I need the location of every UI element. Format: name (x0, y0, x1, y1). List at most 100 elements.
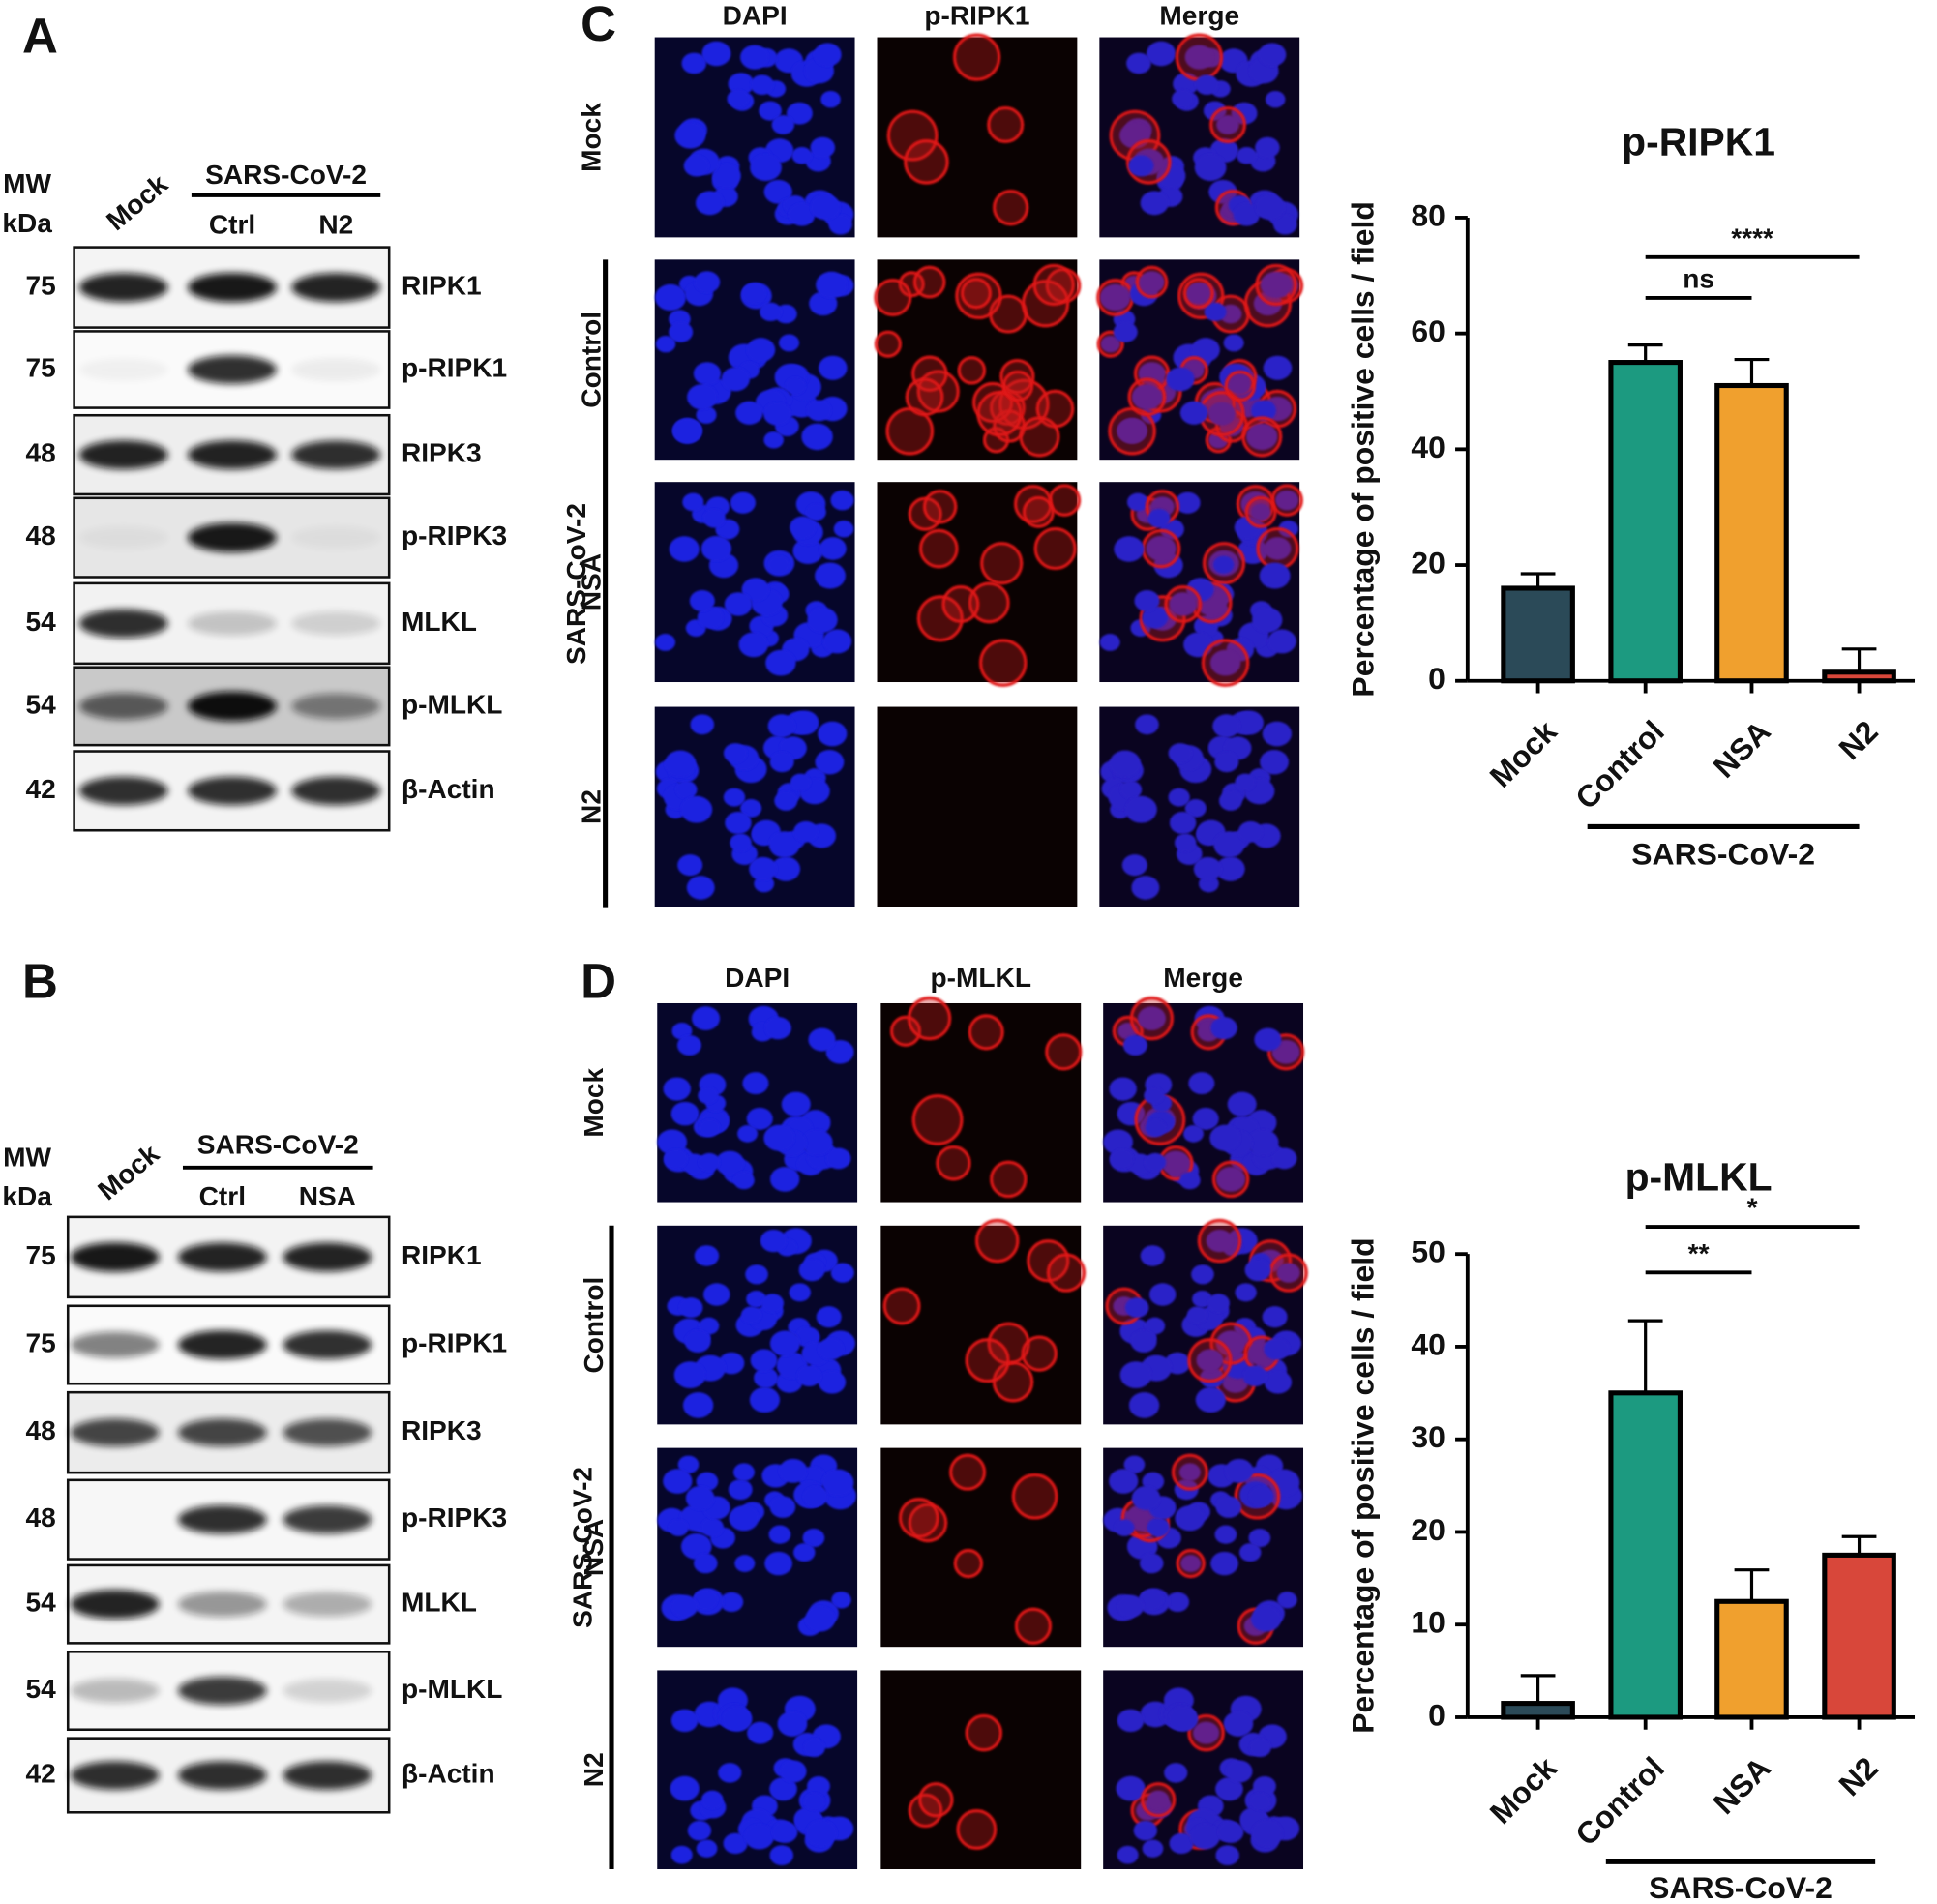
nucleus (1223, 334, 1244, 352)
nucleus (683, 155, 709, 177)
nucleus (801, 423, 833, 451)
marker-ring (1033, 526, 1077, 571)
protein-label: MLKL (402, 607, 477, 637)
nucleus (700, 1790, 724, 1809)
nucleus (1103, 1129, 1133, 1155)
blot-band (291, 358, 381, 381)
nucleus (1126, 492, 1148, 512)
nucleus (769, 1496, 796, 1518)
nucleus (1264, 1337, 1291, 1360)
nucleus (754, 1367, 779, 1388)
nucleus (821, 1469, 854, 1497)
marker-ring (1241, 416, 1283, 458)
marker-ring (1268, 1253, 1308, 1293)
nucleus (1188, 1072, 1215, 1095)
nucleus (793, 820, 819, 843)
nucleus (720, 1592, 744, 1613)
y-tick-label: 40 (1411, 1326, 1445, 1361)
nucleus (1250, 1606, 1282, 1632)
nucleus (689, 590, 715, 612)
blot-band (70, 1761, 160, 1790)
nucleus (686, 876, 715, 900)
nucleus (1183, 1124, 1204, 1143)
marker-ring (1129, 997, 1175, 1041)
nucleus (676, 1034, 701, 1056)
marker-ring (1171, 1453, 1208, 1491)
nucleus (792, 538, 823, 564)
marker-ring (1019, 416, 1060, 458)
column-header: DAPI (725, 963, 790, 993)
nucleus (723, 743, 748, 763)
nucleus (1169, 811, 1197, 835)
nucleus (1142, 606, 1169, 629)
nucleus (734, 1555, 756, 1572)
nucleus (833, 521, 854, 538)
nucleus (1109, 1469, 1139, 1494)
micrograph (654, 482, 855, 683)
micrograph-bg (877, 706, 1078, 907)
marker-ring (922, 490, 958, 524)
nucleus (765, 649, 796, 676)
blot-band (78, 440, 168, 470)
nucleus (1212, 714, 1240, 738)
nucleus (712, 164, 741, 189)
marker-ring (1176, 1548, 1206, 1579)
x-tick-label: N2 (1832, 1750, 1884, 1802)
nucleus (1192, 1107, 1219, 1130)
nucleus (1139, 1553, 1164, 1574)
nucleus (1218, 790, 1242, 811)
nucleus (1204, 302, 1227, 322)
nucleus (770, 1167, 800, 1192)
bar (1822, 1552, 1896, 1720)
nucleus (1255, 193, 1286, 221)
blot-band (283, 1761, 372, 1790)
mw-value: 48 (26, 1415, 56, 1445)
nucleus (1191, 1264, 1214, 1285)
nucleus (1110, 1148, 1134, 1170)
blot-band (177, 1504, 267, 1534)
micrograph (654, 706, 855, 907)
micrograph (654, 259, 855, 461)
bar (1822, 669, 1896, 684)
micrograph (877, 33, 1078, 238)
nucleus (1114, 536, 1145, 562)
nucleus (822, 629, 852, 654)
nucleus (1179, 1171, 1201, 1190)
row-group-label: SARS-CoV-2 (567, 1467, 597, 1628)
nucleus (694, 271, 721, 293)
blot-band (283, 1330, 372, 1359)
nucleus (825, 1147, 851, 1170)
marker-ring (993, 189, 1029, 226)
y-tick-label: 0 (1428, 661, 1445, 696)
nucleus (1128, 155, 1154, 177)
protein-label: RIPK3 (402, 1415, 482, 1445)
micrograph (877, 706, 1078, 907)
nucleus (1139, 1589, 1164, 1611)
micrograph (880, 1670, 1082, 1870)
blot-band (291, 693, 381, 720)
nucleus (663, 1469, 693, 1494)
nucleus (768, 555, 790, 574)
nucleus (1184, 799, 1207, 818)
nucleus (749, 856, 778, 881)
bar (1714, 382, 1789, 684)
significance-label: **** (1731, 223, 1773, 253)
marker-ring (874, 330, 902, 358)
row-label: Mock (576, 103, 606, 172)
nucleus (808, 1027, 836, 1052)
nucleus (803, 1739, 825, 1758)
nucleus (1237, 820, 1264, 843)
blot-band (177, 1330, 267, 1359)
nucleus (1147, 508, 1171, 528)
mw-value: 54 (26, 689, 57, 719)
marker-ring (1187, 1338, 1233, 1383)
nucleus (1249, 1793, 1271, 1811)
nucleus (691, 1006, 721, 1030)
nucleus (789, 1283, 811, 1302)
nucleus (698, 1152, 721, 1172)
nucleus (687, 1820, 712, 1841)
marker-ring (1001, 370, 1034, 402)
nucleus (724, 592, 753, 616)
mw-header: kDa (2, 1181, 52, 1211)
marker-ring (1182, 278, 1214, 310)
